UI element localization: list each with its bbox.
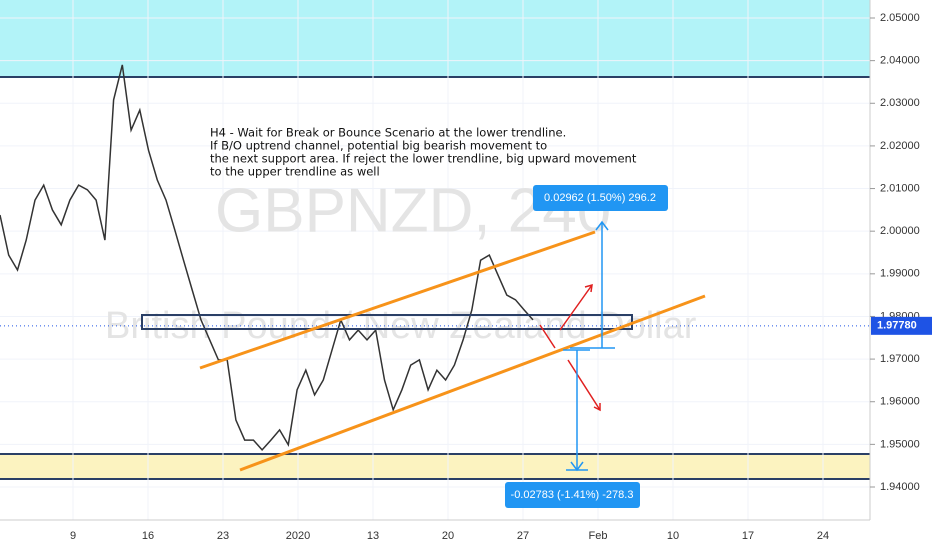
y-tick-label: 2.04000 (880, 55, 920, 67)
x-tick-label: 10 (667, 530, 679, 542)
plot (0, 64, 870, 452)
arrows (539, 283, 601, 412)
y-tick-label: 2.03000 (880, 97, 920, 109)
support-zone (0, 454, 870, 479)
measure-down-label: -0.02783 (-1.41%) -278.3 (511, 489, 634, 501)
x-tick-label: 2020 (286, 530, 310, 542)
y-tick-label: 2.02000 (880, 140, 920, 152)
y-tick-label: 2.01000 (880, 182, 920, 194)
annotation-line: to the upper trendline as well (210, 165, 380, 179)
x-tick-label: 23 (217, 530, 229, 542)
x-tick-label: 27 (517, 530, 529, 542)
resistance-zone (0, 0, 870, 77)
y-tick-label: 2.05000 (880, 12, 920, 24)
current-price-label: 1.97780 (877, 320, 917, 332)
x-tick-label: 17 (742, 530, 754, 542)
y-tick-label: 1.97000 (880, 353, 920, 365)
annotation-line: H4 - Wait for Break or Bounce Scenario a… (210, 126, 566, 140)
price-line (0, 64, 534, 452)
y-tick-label: 1.96000 (880, 396, 920, 408)
annotation-line: If B/O uptrend channel, potential big be… (210, 139, 547, 153)
price-axis (870, 0, 932, 550)
x-tick-label: 9 (70, 530, 76, 542)
measure-up-label: 0.02962 (1.50%) 296.2 (544, 192, 656, 204)
x-tick-label: 24 (817, 530, 829, 542)
x-tick-label: Feb (589, 530, 608, 542)
y-tick-label: 1.94000 (880, 481, 920, 493)
measure (563, 220, 615, 472)
y-tick-label: 1.99000 (880, 268, 920, 280)
measure-label-box (505, 482, 640, 508)
measure-label-box (533, 185, 668, 211)
grid (0, 0, 870, 520)
upper-trendline (199, 230, 596, 370)
y-tick-label: 2.00000 (880, 225, 920, 237)
x-tick-label: 13 (367, 530, 379, 542)
current-price-box (871, 316, 932, 335)
y-tick-label: 1.95000 (880, 438, 920, 450)
annotation-line: the next support area. If reject the low… (210, 152, 637, 166)
axes: 1.940001.950001.960001.970001.980001.990… (70, 12, 932, 542)
lower-trendline (239, 294, 706, 472)
x-tick-label: 16 (142, 530, 154, 542)
x-tick-label: 20 (442, 530, 454, 542)
